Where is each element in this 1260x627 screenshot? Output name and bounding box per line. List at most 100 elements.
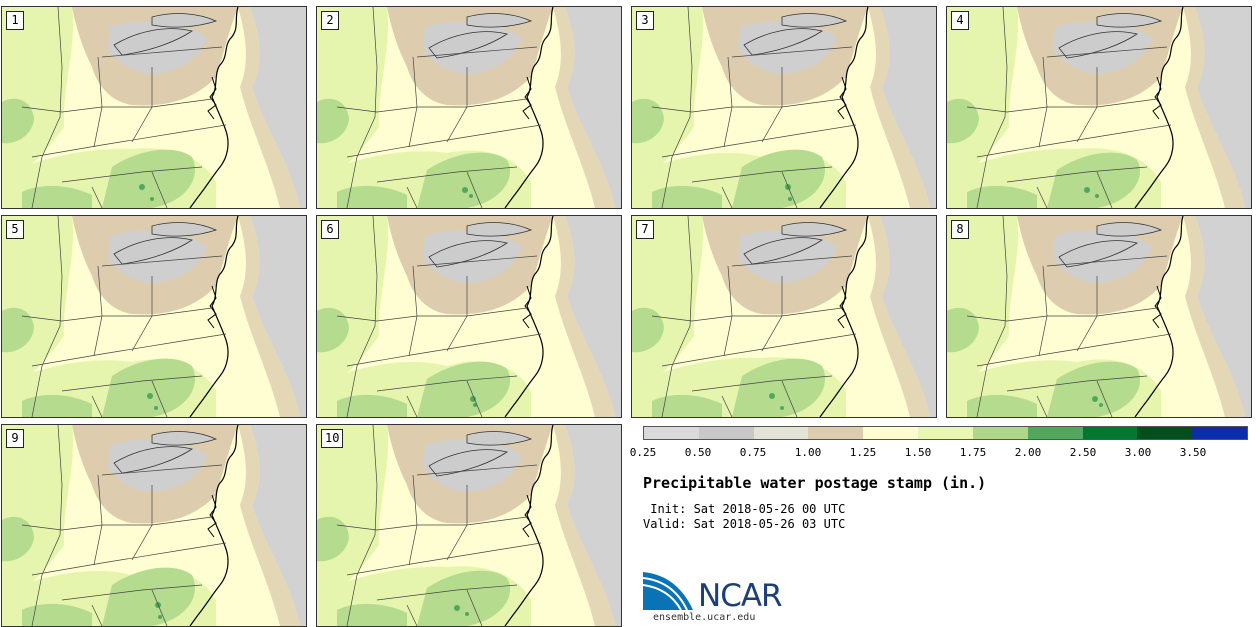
- great-lake: [113, 28, 193, 56]
- map-panel: 5: [1, 215, 307, 418]
- green-southeast: [732, 358, 826, 417]
- map-panel: 7: [631, 215, 937, 418]
- ocean: [1195, 7, 1251, 208]
- state-borders: [651, 216, 857, 417]
- chesapeake: [1152, 285, 1162, 329]
- map-panel: 10: [316, 424, 622, 627]
- green-southeast: [102, 567, 196, 626]
- state-borders: [966, 216, 1172, 417]
- green-southwest: [22, 394, 92, 417]
- state-borders: [651, 7, 857, 208]
- green-southwest: [22, 185, 92, 208]
- moist-speck: [788, 197, 792, 201]
- green-patch-west: [2, 516, 34, 562]
- panel-label: 6: [321, 220, 339, 239]
- chesapeake: [522, 285, 532, 329]
- green-southwest: [337, 185, 407, 208]
- coastline: [504, 216, 554, 417]
- moist-speck: [1084, 187, 1090, 193]
- green-southwest: [967, 394, 1037, 417]
- ocean-edge: [238, 216, 300, 417]
- great-lake-2: [781, 222, 848, 237]
- colorbar: [643, 426, 1248, 440]
- coastline: [819, 216, 869, 417]
- colorbar-swatch: [753, 427, 809, 439]
- green-southeast: [732, 149, 826, 208]
- moist-speck: [462, 187, 468, 193]
- great-lake: [743, 237, 823, 265]
- green-patch-west: [947, 307, 979, 353]
- green-patch-west: [632, 307, 664, 353]
- great-lake-2: [466, 431, 533, 446]
- moist-speck: [469, 194, 473, 198]
- chesapeake: [837, 285, 847, 329]
- great-lake: [743, 28, 823, 56]
- init-time: Init: Sat 2018-05-26 00 UTC: [643, 502, 846, 516]
- ocean: [880, 7, 936, 208]
- map-panel: 9: [1, 424, 307, 627]
- ocean: [250, 425, 306, 626]
- panel-label: 5: [6, 220, 24, 239]
- colorbar-swatch: [808, 427, 864, 439]
- colorbar-swatch: [972, 427, 1028, 439]
- great-lake-2: [466, 222, 533, 237]
- coastline: [189, 216, 239, 417]
- green-southwest: [337, 394, 407, 417]
- green-southwest: [337, 603, 407, 626]
- moist-speck: [470, 396, 476, 402]
- green-patch-west: [632, 98, 664, 144]
- moist-speck: [1092, 396, 1098, 402]
- panel-label: 10: [321, 429, 344, 448]
- colorbar-tick-label: 1.00: [794, 446, 822, 459]
- great-lake-2: [151, 431, 218, 446]
- panel-label: 3: [636, 11, 654, 30]
- ocean: [250, 7, 306, 208]
- green-southwest: [967, 185, 1037, 208]
- green-southeast: [417, 152, 511, 208]
- moist-speck: [158, 615, 162, 619]
- coastline: [189, 425, 239, 626]
- green-patch-west: [2, 98, 34, 144]
- moist-speck: [1099, 403, 1103, 407]
- coastline: [819, 7, 869, 208]
- green-southeast: [417, 570, 511, 626]
- great-lake: [428, 449, 508, 477]
- map-panel: 3: [631, 6, 937, 209]
- green-southeast: [417, 361, 511, 417]
- chesapeake: [207, 285, 217, 329]
- state-borders: [21, 7, 227, 208]
- colorbar-swatch: [863, 427, 919, 439]
- colorbar-swatch: [918, 427, 973, 439]
- green-patch-west: [317, 516, 349, 562]
- colorbar-swatch: [1192, 427, 1247, 439]
- map-panel: 2: [316, 6, 622, 209]
- ocean-edge: [1183, 7, 1245, 208]
- ocean: [565, 7, 621, 208]
- ocean: [880, 216, 936, 417]
- panel-label: 2: [321, 11, 339, 30]
- coastline: [1134, 7, 1184, 208]
- moist-speck: [465, 612, 469, 616]
- chesapeake: [522, 76, 532, 120]
- colorbar-tick-label: 1.25: [849, 446, 877, 459]
- colorbar-tick-label: 0.50: [684, 446, 712, 459]
- green-southwest: [652, 185, 722, 208]
- colorbar-tick-label: 0.25: [629, 446, 657, 459]
- state-borders: [966, 7, 1172, 208]
- colorbar-tick-label: 2.50: [1069, 446, 1097, 459]
- green-southeast: [102, 149, 196, 208]
- ocean: [1195, 216, 1251, 417]
- colorbar-tick-label: 1.75: [959, 446, 987, 459]
- ocean-edge: [238, 425, 300, 626]
- panel-label: 9: [6, 429, 24, 448]
- colorbar-tick-label: 0.75: [739, 446, 767, 459]
- green-southwest: [22, 603, 92, 626]
- ncar-logo: [643, 572, 693, 611]
- colorbar-tick-label: 3.50: [1179, 446, 1207, 459]
- moist-speck: [1095, 194, 1099, 198]
- valid-time: Valid: Sat 2018-05-26 03 UTC: [643, 517, 846, 531]
- great-lake: [1058, 31, 1138, 59]
- great-lake-2: [1096, 13, 1163, 28]
- green-patch-west: [947, 98, 979, 144]
- moist-speck: [154, 406, 158, 410]
